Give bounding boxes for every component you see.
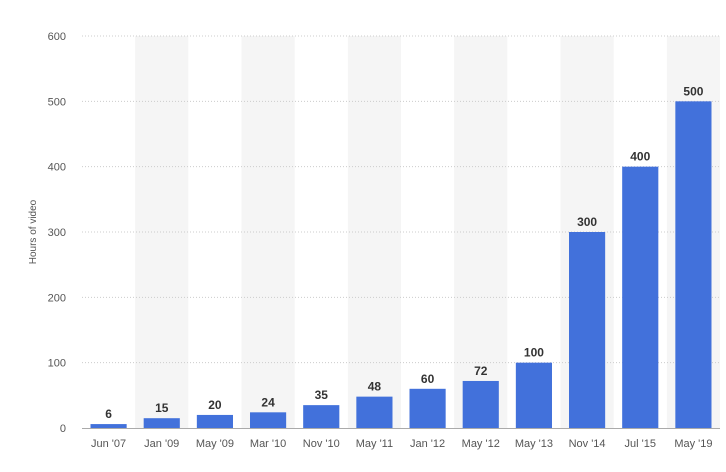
y-tick-label: 100 bbox=[48, 358, 66, 370]
x-tick-label: Mar '10 bbox=[250, 438, 286, 450]
bar bbox=[250, 412, 287, 428]
y-tick-label: 0 bbox=[60, 423, 66, 435]
y-axis-ticks: 0 100 200 300 400 500 600 bbox=[48, 31, 66, 435]
data-label: 72 bbox=[474, 364, 488, 378]
bar bbox=[569, 232, 606, 428]
background-band bbox=[135, 36, 189, 428]
y-tick-label: 300 bbox=[48, 227, 66, 239]
y-axis-title: Hours of video bbox=[28, 199, 39, 264]
data-labels: 6 15 20 24 35 48 60 72 100 300 400 500 bbox=[105, 84, 704, 421]
bar bbox=[675, 101, 712, 428]
x-tick-label: Jul '15 bbox=[625, 438, 656, 450]
x-tick-label: Jun '07 bbox=[91, 438, 126, 450]
bar bbox=[462, 380, 499, 428]
gridlines bbox=[82, 35, 720, 364]
data-label: 400 bbox=[630, 150, 650, 164]
y-tick-label: 400 bbox=[48, 162, 66, 174]
x-tick-label: May '11 bbox=[356, 438, 393, 450]
data-label: 24 bbox=[261, 395, 275, 409]
background-band bbox=[347, 36, 401, 428]
data-label: 100 bbox=[524, 346, 544, 360]
x-tick-label: May '09 bbox=[196, 438, 234, 450]
data-label: 15 bbox=[155, 401, 169, 415]
data-label: 500 bbox=[683, 84, 703, 98]
y-tick-label: 500 bbox=[48, 96, 66, 108]
bar bbox=[196, 414, 233, 428]
bar bbox=[622, 166, 659, 428]
data-label: 48 bbox=[368, 380, 382, 394]
x-tick-label: Jan '12 bbox=[410, 438, 445, 450]
bar bbox=[143, 418, 180, 428]
x-tick-label: May '19 bbox=[674, 438, 712, 450]
data-label: 35 bbox=[315, 388, 329, 402]
x-tick-label: May '12 bbox=[462, 438, 500, 450]
y-tick-label: 600 bbox=[48, 31, 66, 43]
y-tick-label: 200 bbox=[48, 292, 66, 304]
x-tick-label: Jan '09 bbox=[144, 438, 179, 450]
bar bbox=[90, 424, 127, 428]
data-label: 6 bbox=[105, 407, 112, 421]
data-label: 60 bbox=[421, 372, 435, 386]
x-tick-label: Nov '14 bbox=[569, 438, 606, 450]
bar bbox=[303, 405, 340, 428]
data-label: 300 bbox=[577, 215, 597, 229]
x-tick-label: May '13 bbox=[515, 438, 553, 450]
bar bbox=[409, 388, 446, 428]
x-axis-ticks: Jun '07 Jan '09 May '09 Mar '10 Nov '10 May '… bbox=[91, 438, 712, 450]
bar bbox=[515, 362, 552, 428]
bars bbox=[90, 101, 712, 428]
data-label: 20 bbox=[208, 398, 222, 412]
bar bbox=[356, 396, 393, 428]
x-tick-label: Nov '10 bbox=[303, 438, 340, 450]
